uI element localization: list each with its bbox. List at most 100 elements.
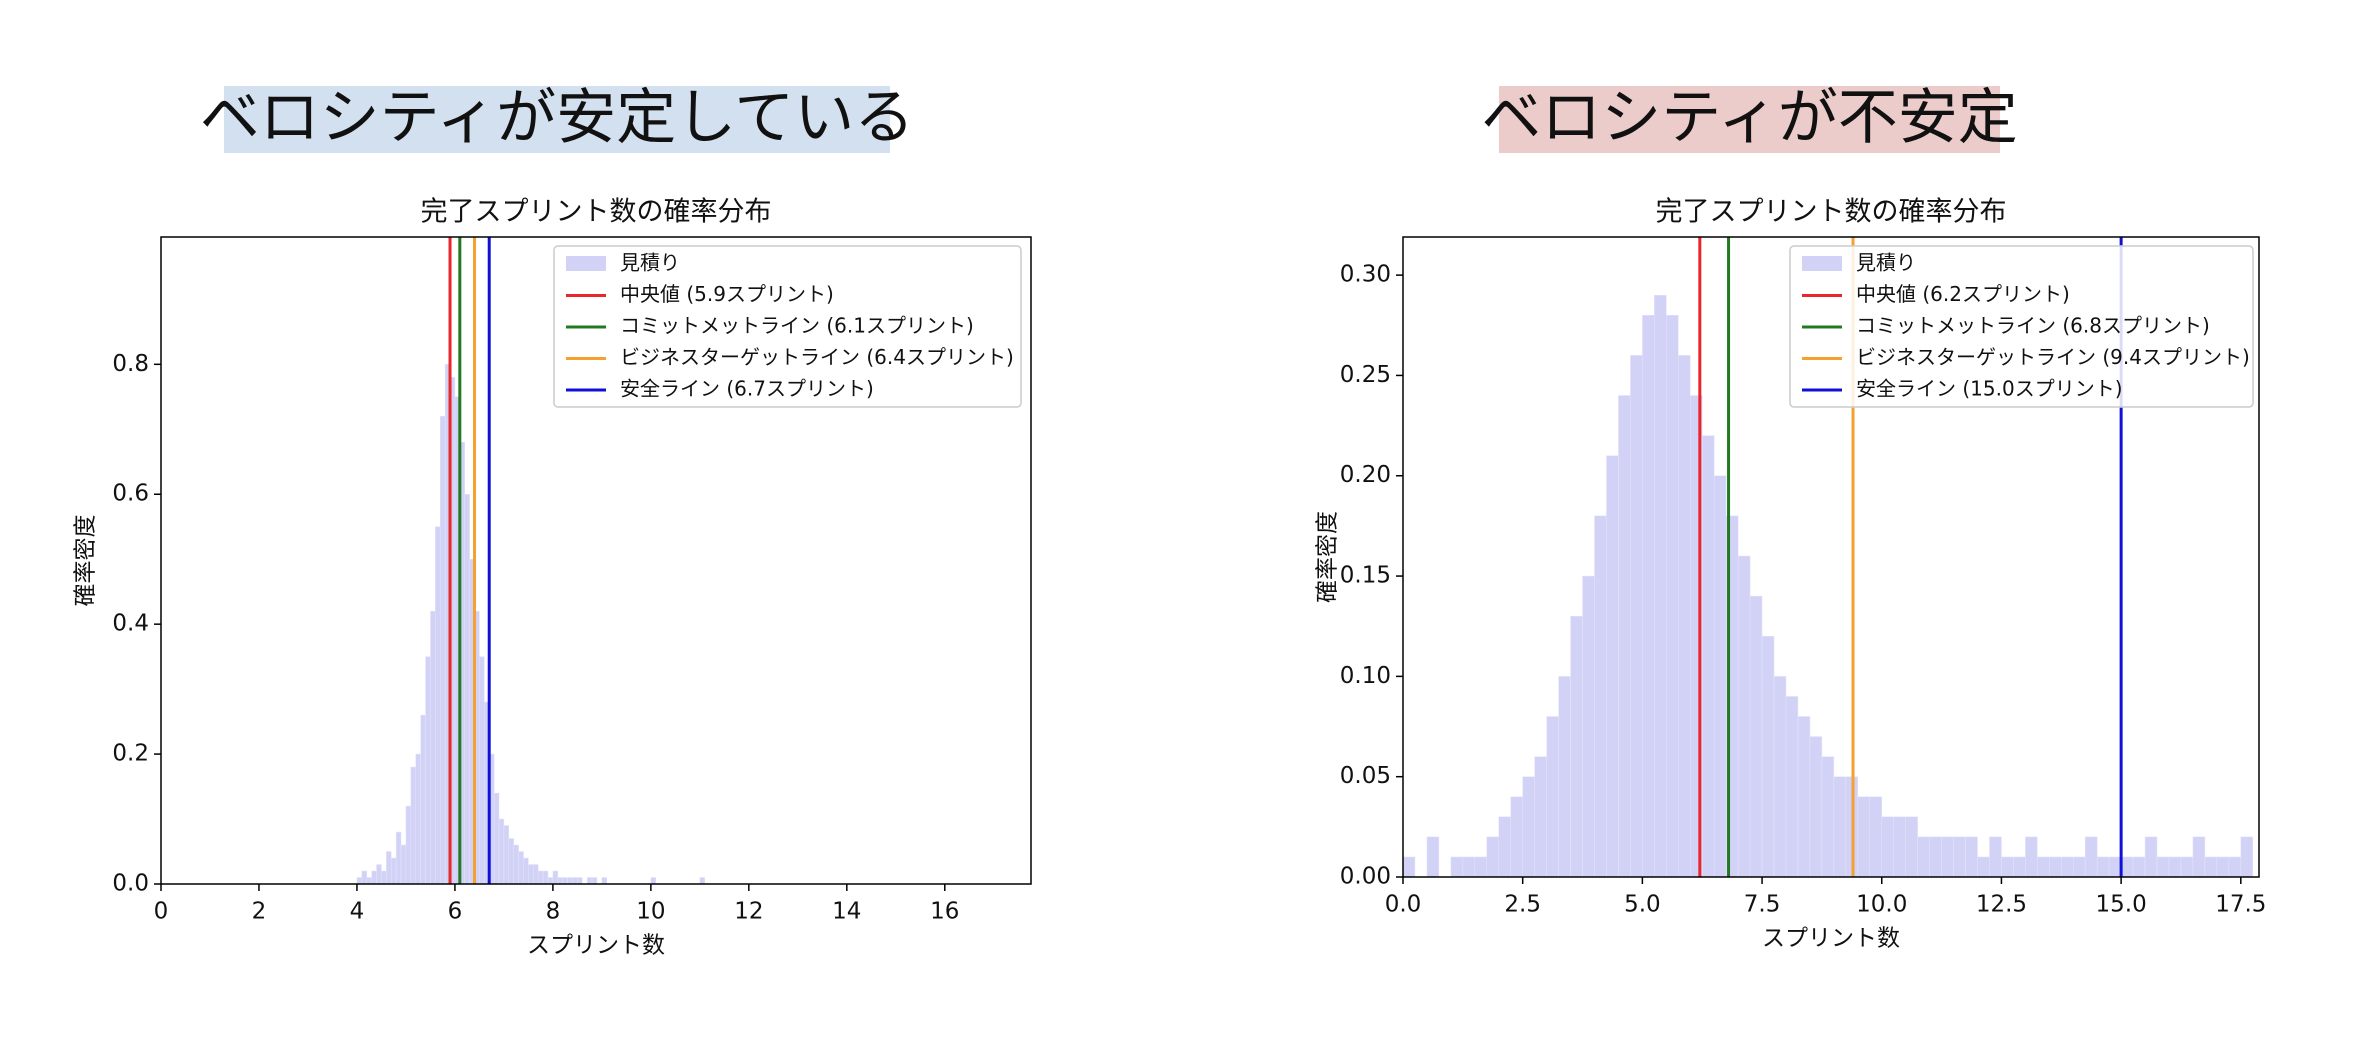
histogram-bar [1522,776,1535,878]
histogram-bar [2108,856,2122,878]
histogram-bar [2120,856,2134,878]
histogram-bar [552,870,559,885]
panel-title-bg [224,86,890,153]
histogram-bar [1977,856,1990,878]
histogram-bar [1630,355,1643,878]
histogram-bar [567,877,573,885]
y-tick-label: 0.00 [1340,864,1391,890]
histogram-bar [1606,455,1619,878]
histogram-bar [2049,856,2062,878]
histogram-bar [1785,696,1799,878]
histogram-bar [601,877,608,885]
histogram-bar [400,844,407,885]
histogram-bar [1917,836,1930,878]
histogram-bar [2096,856,2110,878]
histogram-bar [1809,736,1823,878]
histogram-bar [557,877,563,885]
histogram-bar [1821,756,1835,878]
histogram-bar [1594,515,1607,878]
histogram-bar [513,844,519,885]
histogram-bar [1965,836,1978,878]
legend-label: 見積り [1856,251,1916,275]
histogram-bar [464,493,470,885]
histogram-bar [1654,294,1667,878]
histogram-bar [1905,816,1918,878]
histogram-bar [1450,856,1464,878]
y-tick-label: 0.20 [1340,462,1391,488]
histogram-bar [1618,395,1631,878]
histogram-bar [1510,796,1523,878]
legend-swatch [566,256,606,271]
x-tick-label: 0 [154,899,169,925]
histogram-bar [1402,856,1416,878]
histogram-bar [1570,615,1583,878]
histogram-bar [430,610,436,885]
histogram-bar [2216,856,2230,878]
histogram-bar [2084,836,2098,878]
panel-title-bg [1499,86,2000,153]
x-tick-label: 5.0 [1624,892,1661,918]
histogram-bar [1582,575,1595,878]
histogram-bar [381,870,387,885]
histogram-bar [1881,816,1894,878]
histogram-bar [356,877,363,885]
y-tick-label: 0.0 [112,871,149,897]
histogram-bar [2072,856,2086,878]
histogram-bar [503,825,510,885]
x-tick-label: 14 [832,899,861,925]
histogram-bar [586,877,593,885]
x-tick-label: 0.0 [1385,892,1422,918]
legend-swatch [1802,256,1842,271]
histogram-bar [405,805,412,885]
legend-label: 安全ライン (6.7スプリント) [620,377,874,401]
histogram-bar [1486,836,1499,878]
histogram-bar [537,870,544,885]
histogram-bar [533,864,539,885]
histogram-bar [1797,716,1811,878]
x-tick-label: 10.0 [1856,892,1907,918]
legend-label: ビジネスターゲットライン (6.4スプリント) [620,345,1014,369]
histogram-bar [1869,796,1882,878]
y-tick-label: 0.15 [1340,563,1391,589]
histogram-bar [2192,836,2206,878]
histogram-bar [361,870,367,885]
histogram-bar [562,877,568,885]
histogram-bar [1857,796,1871,878]
histogram-bar [1941,836,1954,878]
chart-title: 完了スプリント数の確率分布 [421,197,772,228]
histogram-bar [1953,836,1966,878]
histogram-bar [479,656,485,885]
x-tick-label: 12.5 [1976,892,2027,918]
legend-label: コミットメットライン (6.8スプリント) [1856,314,2210,338]
histogram-bar [390,857,397,885]
histogram-bar [439,416,446,885]
plot-frame [160,236,1032,885]
legend-label: 見積り [620,251,680,275]
panel-title: ベロシティが不安定 [1481,83,2017,153]
legend-label: コミットメットライン (6.1スプリント) [620,314,974,338]
histogram-bar [2132,856,2146,878]
histogram-bar [371,870,377,885]
histogram-bar [420,714,426,885]
y-tick-label: 0.10 [1340,663,1391,689]
histogram-bar [1761,635,1775,878]
histogram-bar [650,877,657,885]
histogram-bar [2180,856,2194,878]
y-tick-label: 0.8 [112,351,149,377]
legend-label: ビジネスターゲットライン (9.4スプリント) [1856,345,2250,369]
histogram-bar [1474,856,1488,878]
histogram-bar [1833,776,1847,878]
histogram-bar [1558,676,1571,878]
histogram-bar [2037,856,2050,878]
y-tick-label: 0.25 [1340,362,1391,388]
histogram-bar [498,818,505,885]
x-axis-label: スプリント数 [527,933,665,959]
histogram-bar [2156,856,2170,878]
x-axis-label: スプリント数 [1762,926,1900,952]
histogram-bar [1678,355,1691,878]
y-axis-label: 確率密度 [73,515,99,607]
histogram-bar [591,877,598,885]
histogram-bar [2240,836,2254,878]
histogram-bar [518,851,524,885]
histogram-bar [1737,555,1751,878]
